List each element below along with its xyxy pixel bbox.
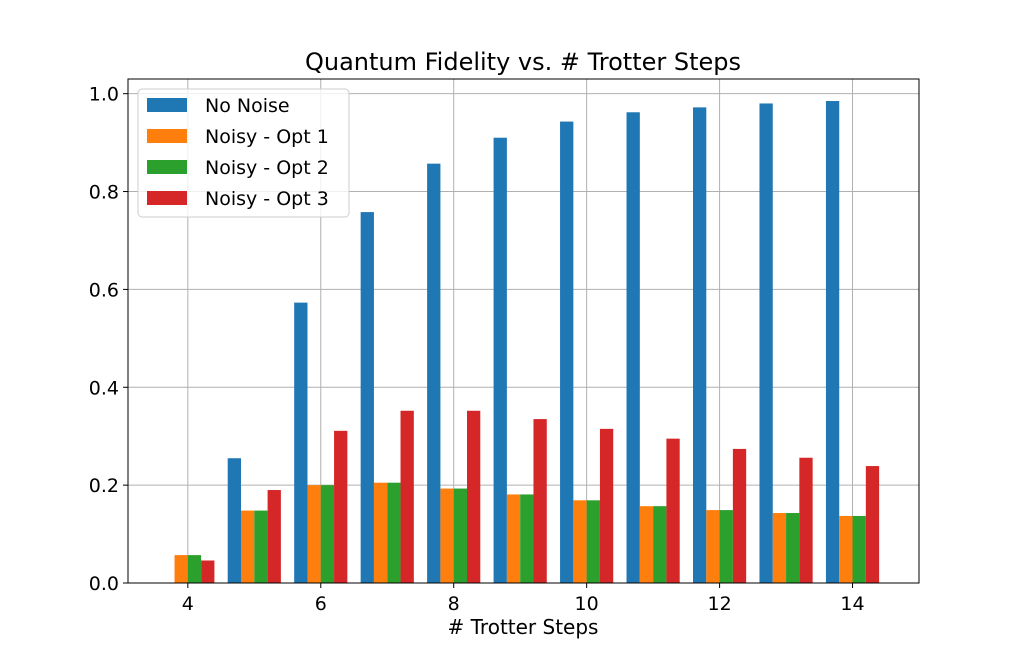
bar-no-noise bbox=[693, 107, 707, 583]
bar-noisy-opt-1 bbox=[440, 488, 454, 583]
bar-noisy-opt-2 bbox=[586, 500, 600, 583]
bar-noisy-opt-3 bbox=[666, 438, 680, 583]
bar-noisy-opt-3 bbox=[201, 560, 215, 583]
legend-swatch bbox=[147, 98, 187, 112]
bar-noisy-opt-3 bbox=[400, 410, 414, 583]
x-axis-ticks: 4 6 8 10 12 14 bbox=[182, 583, 865, 615]
bar-no-noise bbox=[227, 458, 241, 583]
y-tick-label: 0.6 bbox=[89, 279, 119, 301]
bar-noisy-opt-1 bbox=[839, 515, 853, 583]
x-tick-label: 12 bbox=[707, 593, 731, 615]
bar-no-noise bbox=[493, 137, 507, 583]
x-tick-label: 10 bbox=[575, 593, 599, 615]
chart-title: Quantum Fidelity vs. # Trotter Steps bbox=[305, 48, 741, 76]
x-tick-label: 4 bbox=[182, 593, 194, 615]
x-tick-label: 8 bbox=[448, 593, 460, 615]
bar-no-noise bbox=[759, 103, 773, 584]
bar-no-noise bbox=[427, 163, 441, 584]
bar-noisy-opt-3 bbox=[533, 419, 547, 583]
bar-no-noise bbox=[294, 302, 308, 583]
legend-label: Noisy - Opt 2 bbox=[205, 157, 329, 179]
bar-noisy-opt-2 bbox=[719, 510, 733, 583]
bar-noisy-opt-3 bbox=[599, 428, 614, 583]
bar-noisy-opt-2 bbox=[786, 513, 800, 583]
legend-label: Noisy - Opt 3 bbox=[205, 188, 329, 210]
bar-noisy-opt-1 bbox=[772, 513, 787, 583]
bar-noisy-opt-3 bbox=[267, 490, 281, 583]
x-axis-label: # Trotter Steps bbox=[448, 615, 599, 639]
bar-noisy-opt-1 bbox=[506, 494, 521, 583]
grid-lines bbox=[128, 79, 919, 584]
legend-box bbox=[137, 88, 350, 218]
bar-noisy-opt-3 bbox=[732, 448, 747, 583]
legend-swatch bbox=[147, 129, 187, 143]
bar-noisy-opt-3 bbox=[334, 430, 348, 583]
bar-noisy-opt-1 bbox=[639, 506, 654, 583]
bar-no-noise bbox=[360, 212, 374, 583]
bar-noisy-opt-2 bbox=[387, 482, 401, 583]
bar-no-noise bbox=[626, 112, 640, 583]
bar-noisy-opt-1 bbox=[241, 510, 255, 583]
y-tick-label: 0.2 bbox=[89, 475, 119, 497]
bar-no-noise bbox=[560, 121, 574, 584]
bar-noisy-opt-1 bbox=[706, 510, 720, 583]
bar-noisy-opt-3 bbox=[799, 457, 813, 583]
bar-noisy-opt-2 bbox=[320, 485, 335, 583]
bar-noisy-opt-2 bbox=[187, 555, 202, 583]
bar-noisy-opt-1 bbox=[373, 482, 388, 583]
legend-swatch bbox=[147, 191, 187, 205]
bar-no-noise bbox=[825, 101, 840, 584]
bar-noisy-opt-1 bbox=[174, 555, 188, 583]
bar-noisy-opt-2 bbox=[653, 506, 667, 583]
bars bbox=[174, 101, 880, 584]
plot-frame bbox=[127, 78, 920, 584]
bar-noisy-opt-1 bbox=[573, 500, 587, 583]
bar-noisy-opt-2 bbox=[254, 510, 268, 583]
y-axis-ticks: 0.0 0.2 0.4 0.6 0.8 1.0 bbox=[89, 84, 128, 595]
bar-noisy-opt-1 bbox=[307, 485, 321, 583]
bar-noisy-opt-2 bbox=[852, 515, 866, 583]
bar-noisy-opt-2 bbox=[520, 494, 534, 583]
x-tick-label: 6 bbox=[315, 593, 327, 615]
x-tick-label: 14 bbox=[840, 593, 864, 615]
y-tick-label: 0.0 bbox=[89, 573, 119, 595]
bar-noisy-opt-3 bbox=[865, 466, 880, 583]
y-tick-label: 0.8 bbox=[89, 182, 119, 204]
y-tick-label: 0.4 bbox=[89, 377, 119, 399]
legend-label: Noisy - Opt 1 bbox=[205, 126, 329, 148]
y-tick-label: 1.0 bbox=[89, 84, 119, 106]
legend-swatch bbox=[147, 160, 187, 174]
legend-label: No Noise bbox=[205, 95, 290, 117]
bar-noisy-opt-2 bbox=[453, 488, 467, 583]
bar-noisy-opt-3 bbox=[467, 410, 481, 583]
legend: No Noise Noisy - Opt 1 Noisy - Opt 2 Noisy … bbox=[137, 88, 350, 218]
